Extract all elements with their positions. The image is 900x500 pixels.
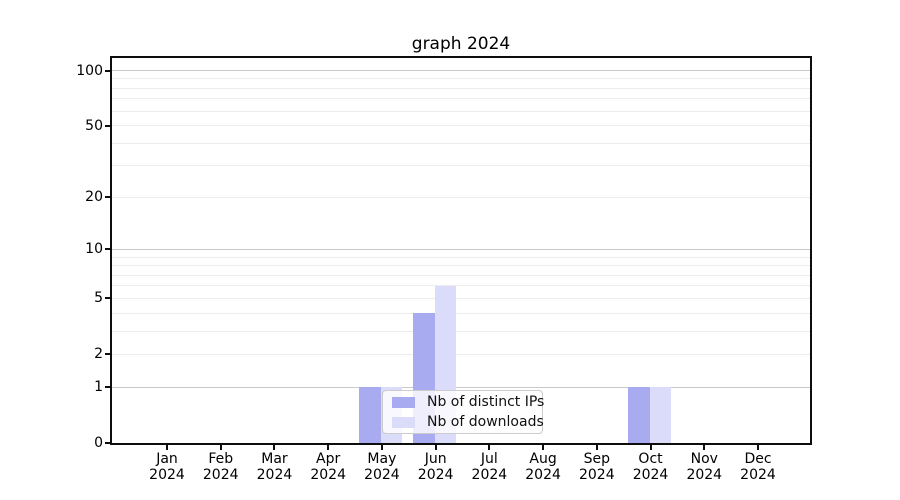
x-tick-label: May 2024 — [364, 451, 400, 483]
chart-title: graph 2024 — [411, 34, 511, 54]
bar-downloads — [649, 387, 672, 443]
y-tick-label: 2 — [94, 346, 103, 363]
minor-gridline — [112, 142, 810, 144]
x-tick-mark — [166, 445, 168, 450]
x-tick-label: Jul 2024 — [471, 451, 508, 483]
y-tick-mark — [105, 248, 110, 251]
x-tick-mark — [327, 445, 330, 450]
minor-gridline — [112, 110, 810, 112]
x-tick-label: Mar 2024 — [256, 451, 293, 483]
y-tick-mark — [105, 124, 110, 127]
minor-gridline — [112, 353, 810, 355]
x-tick-label: Apr 2024 — [310, 451, 346, 483]
x-tick-label: Aug 2024 — [525, 451, 561, 483]
x-tick-label: Sep 2024 — [578, 451, 615, 483]
x-tick-mark — [703, 445, 706, 450]
y-tick-label: 100 — [76, 62, 103, 79]
y-tick-mark — [105, 297, 110, 300]
y-tick-mark — [105, 69, 110, 72]
x-tick-mark — [380, 445, 383, 450]
x-tick-mark — [434, 445, 437, 450]
x-tick-label: Jan 2024 — [149, 451, 185, 483]
x-tick-mark — [488, 445, 491, 450]
minor-gridline — [112, 256, 810, 258]
x-tick-label: Dec 2024 — [740, 451, 776, 483]
y-tick-label: 5 — [94, 290, 103, 307]
legend-label-downloads: Nb of downloads — [427, 414, 544, 430]
major-gridline — [112, 386, 810, 388]
minor-gridline — [112, 87, 810, 89]
x-tick-mark — [273, 445, 276, 450]
bar-distinct-ips — [628, 387, 650, 443]
y-tick-label: 10 — [85, 241, 103, 258]
minor-gridline — [112, 125, 810, 127]
x-tick-label: Nov 2024 — [686, 451, 723, 483]
legend-row-distinct-ips: Nb of distinct IPs — [391, 394, 544, 410]
x-tick-mark — [757, 445, 759, 450]
y-tick-label: 1 — [94, 379, 103, 396]
minor-gridline — [112, 265, 810, 267]
legend: Nb of distinct IPs Nb of downloads — [382, 390, 544, 434]
x-tick-label: Oct 2024 — [632, 451, 669, 483]
x-tick-mark — [542, 445, 545, 450]
minor-gridline — [112, 165, 810, 167]
y-tick-mark — [105, 353, 110, 356]
y-tick-label: 0 — [94, 435, 103, 451]
major-gridline — [112, 70, 810, 71]
y-tick-mark — [105, 442, 110, 444]
minor-gridline — [112, 330, 810, 332]
legend-row-downloads: Nb of downloads — [391, 414, 544, 430]
legend-swatch-distinct-ips — [392, 396, 415, 408]
minor-gridline — [112, 274, 810, 276]
major-gridline — [112, 248, 810, 250]
minor-gridline — [112, 297, 810, 299]
y-tick-mark — [105, 196, 110, 199]
x-tick-mark — [649, 445, 652, 450]
x-tick-mark — [595, 445, 598, 450]
minor-gridline — [112, 196, 810, 198]
minor-gridline — [112, 78, 810, 80]
legend-swatch-downloads — [392, 416, 415, 428]
x-tick-label: Jun 2024 — [417, 451, 454, 483]
bar-distinct-ips — [359, 387, 381, 443]
legend-label-distinct-ips: Nb of distinct IPs — [427, 394, 545, 410]
x-tick-label: Feb 2024 — [202, 451, 239, 483]
y-tick-label: 20 — [85, 189, 103, 206]
minor-gridline — [112, 285, 810, 287]
y-tick-label: 50 — [85, 117, 103, 134]
minor-gridline — [112, 98, 810, 100]
minor-gridline — [112, 312, 810, 314]
y-tick-mark — [105, 386, 110, 389]
x-tick-mark — [219, 445, 222, 450]
